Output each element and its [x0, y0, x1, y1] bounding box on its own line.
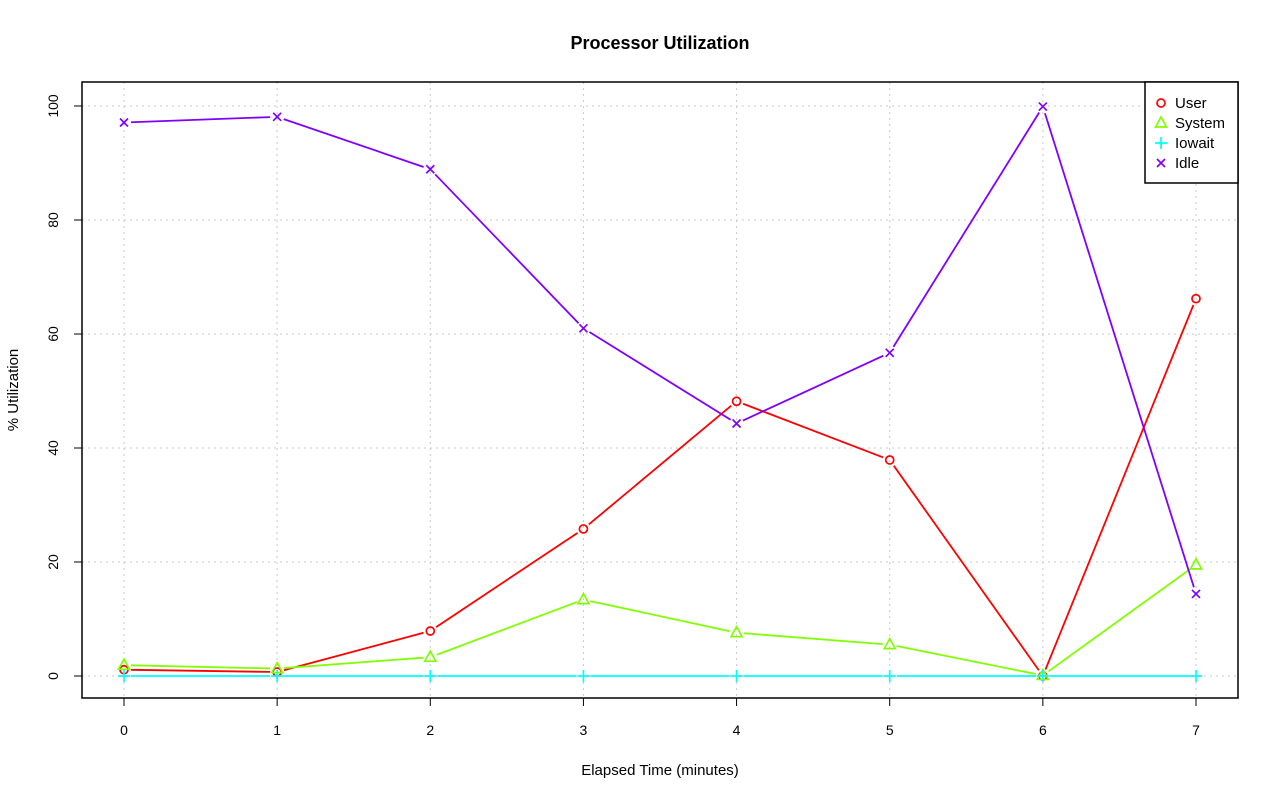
series-segment-system	[896, 645, 1037, 675]
data-point-system	[117, 657, 131, 671]
series-system	[117, 557, 1203, 681]
y-tick-label: 80	[45, 212, 61, 228]
legend-label: Idle	[1175, 155, 1199, 172]
data-point-iowait	[730, 670, 743, 682]
series-segment-user	[588, 405, 732, 526]
y-axis-label: % Utilization	[5, 349, 22, 432]
y-tick-label: 40	[45, 440, 61, 456]
data-point-user	[1191, 293, 1201, 304]
legend-marker-iowait	[1155, 137, 1167, 149]
data-point-iowait	[1036, 670, 1049, 682]
series-segment-idle	[283, 118, 424, 168]
data-point-idle	[1191, 589, 1201, 599]
data-point-system	[882, 636, 897, 650]
series-user	[119, 293, 1201, 681]
series-segment-system	[1048, 568, 1191, 673]
data-point-idle	[578, 323, 589, 333]
series-layer	[117, 101, 1203, 682]
series-segment-system	[590, 600, 730, 633]
legend-label: System	[1175, 115, 1225, 132]
y-tick-label: 60	[45, 326, 61, 342]
data-point-system	[576, 591, 591, 605]
series-segment-system	[284, 656, 424, 669]
y-tick-label: 0	[45, 672, 61, 680]
x-tick-label: 4	[733, 722, 741, 738]
series-segment-user	[435, 532, 579, 628]
series-segment-system	[743, 632, 883, 646]
data-point-system	[423, 649, 438, 663]
series-segment-user	[283, 631, 424, 672]
y-tick-label: 100	[45, 94, 61, 118]
data-point-iowait	[577, 670, 590, 682]
data-point-iowait	[271, 670, 284, 682]
series-iowait	[118, 670, 1202, 682]
legend: User System Iowait Idle	[1144, 81, 1239, 184]
x-tick-label: 5	[886, 722, 894, 738]
legend-label: User	[1175, 95, 1207, 112]
legend-marker-idle	[1156, 158, 1166, 168]
data-point-system	[1189, 557, 1203, 570]
y-axis: 0 20 40 60 80 100	[45, 94, 82, 680]
x-tick-label: 0	[120, 722, 128, 738]
series-segment-system	[436, 601, 578, 656]
series-idle	[119, 101, 1201, 599]
data-point-idle	[885, 348, 895, 358]
series-segment-user	[1044, 304, 1195, 670]
data-point-iowait	[118, 670, 130, 682]
x-tick-label: 2	[426, 722, 434, 738]
series-segment-user	[742, 402, 884, 459]
data-point-user	[425, 626, 436, 636]
series-segment-idle	[588, 331, 732, 421]
series-segment-idle	[742, 354, 884, 422]
legend-marker-system	[1154, 115, 1168, 128]
legend-marker-user	[1156, 98, 1166, 108]
data-point-iowait	[1190, 670, 1202, 682]
data-point-idle	[272, 112, 282, 122]
data-point-iowait	[424, 670, 437, 682]
data-point-system	[729, 624, 744, 638]
data-point-iowait	[883, 670, 896, 682]
x-tick-label: 7	[1192, 722, 1200, 738]
data-point-idle	[731, 418, 742, 429]
series-segment-user	[130, 668, 271, 673]
chart-title: Processor Utilization	[570, 33, 749, 53]
x-axis: 0 1 2 3 4 5 6 7	[120, 698, 1200, 738]
data-point-idle	[425, 164, 435, 174]
series-segment-idle	[130, 116, 271, 124]
x-axis-label: Elapsed Time (minutes)	[581, 762, 739, 779]
x-tick-label: 3	[580, 722, 588, 738]
series-segment-user	[893, 465, 1040, 671]
x-tick-label: 6	[1039, 722, 1047, 738]
series-segment-idle	[1044, 112, 1195, 588]
x-tick-label: 1	[273, 722, 281, 738]
plot-frame	[81, 81, 1239, 699]
data-point-user	[884, 455, 895, 465]
series-segment-idle	[434, 173, 580, 324]
legend-label: Iowait	[1175, 135, 1215, 152]
series-segment-system	[130, 664, 271, 670]
data-point-user	[731, 396, 742, 407]
y-tick-label: 20	[45, 554, 61, 570]
data-point-idle	[1038, 101, 1048, 112]
data-point-user	[578, 524, 589, 534]
series-segment-idle	[892, 112, 1040, 348]
data-point-idle	[119, 117, 129, 128]
